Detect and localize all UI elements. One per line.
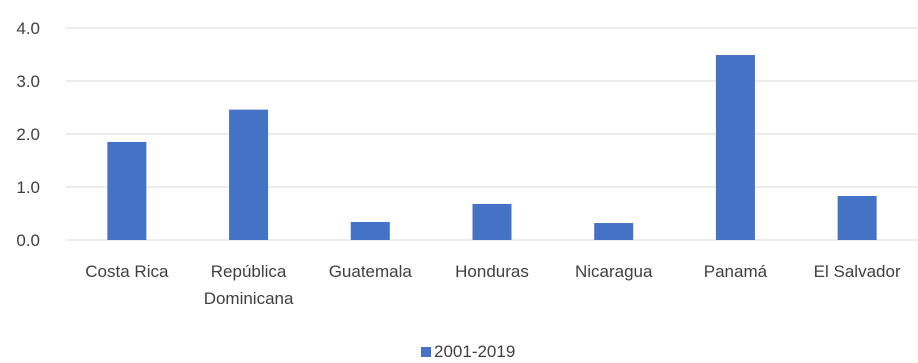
x-tick-label: Nicaragua (575, 262, 653, 281)
bar (107, 141, 147, 240)
y-axis-tick-labels: 0.0 1.0 2.0 3.0 4.0 (16, 19, 40, 250)
x-axis-tick-labels: Costa Rica República Dominicana Guatemala Ho… (85, 262, 901, 308)
bar (837, 196, 877, 240)
y-tick-label: 0.0 (16, 231, 40, 250)
y-tick-label: 3.0 (16, 72, 40, 91)
legend-swatch (421, 347, 431, 357)
legend-label: 2001-2019 (434, 342, 515, 361)
x-tick-label-line: República (211, 262, 287, 281)
y-tick-label: 2.0 (16, 125, 40, 144)
y-tick-label: 1.0 (16, 178, 40, 197)
x-tick-label: República Dominicana (204, 262, 294, 308)
bar (229, 109, 269, 241)
x-tick-label-line: Guatemala (329, 262, 413, 281)
legend: 2001-2019 (421, 342, 515, 361)
x-tick-label: Costa Rica (85, 262, 169, 281)
x-tick-label: Panamá (704, 262, 768, 281)
bar (350, 221, 390, 240)
x-tick-label: Guatemala (329, 262, 413, 281)
x-tick-label-line: Dominicana (204, 289, 294, 308)
x-tick-label: El Salvador (814, 262, 901, 281)
x-tick-label: Honduras (455, 262, 529, 281)
x-tick-label-line: Honduras (455, 262, 529, 281)
y-tick-label: 4.0 (16, 19, 40, 38)
bar (594, 223, 634, 240)
bar (472, 203, 512, 240)
bar (715, 55, 755, 240)
x-tick-label-line: Costa Rica (85, 262, 169, 281)
bars (107, 55, 877, 241)
x-tick-label-line: Panamá (704, 262, 768, 281)
x-tick-label-line: Nicaragua (575, 262, 653, 281)
x-tick-label-line: El Salvador (814, 262, 901, 281)
